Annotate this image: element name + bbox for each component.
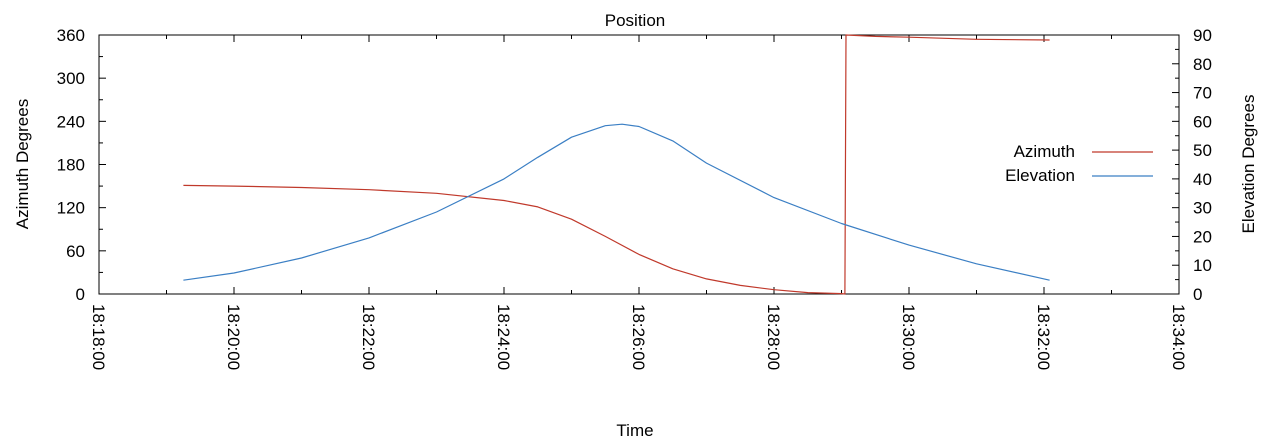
series-line-azimuth	[183, 34, 1050, 295]
y-right-tick-label: 30	[1193, 199, 1212, 218]
x-tick-label: 18:30:00	[899, 304, 918, 370]
legend: Azimuth Elevation	[1005, 142, 1153, 185]
y-right-tick-label: 80	[1193, 55, 1212, 74]
x-tick-label: 18:32:00	[1034, 304, 1053, 370]
x-tick-label: 18:20:00	[224, 304, 243, 370]
y-left-tick-label: 180	[57, 156, 85, 175]
y-right-tick-label: 20	[1193, 227, 1212, 246]
x-tick-label: 18:34:00	[1169, 304, 1188, 370]
y-left-tick-label: 360	[57, 26, 85, 45]
legend-label-elevation: Elevation	[1005, 166, 1075, 185]
y-left-tick-label: 120	[57, 199, 85, 218]
y-axis-right-label: Elevation Degrees	[1239, 95, 1258, 234]
x-tick-label: 18:28:00	[764, 304, 783, 370]
plot-frame	[98, 34, 1180, 295]
x-axis-label: Time	[616, 421, 653, 438]
y-axis-left-label: Azimuth Degrees	[13, 99, 32, 229]
y-right-tick-label: 50	[1193, 141, 1212, 160]
y-right-tick-label: 0	[1193, 285, 1202, 304]
y-right-tick-label: 90	[1193, 26, 1212, 45]
axes: 18:18:00 18:20:00 18:22:00 18:24:00 18:26:00…	[57, 26, 1212, 370]
legend-label-azimuth: Azimuth	[1014, 142, 1075, 161]
x-tick-label: 18:18:00	[89, 304, 108, 370]
y-right-tick-label: 60	[1193, 112, 1212, 131]
y-right-tick-label: 40	[1193, 170, 1212, 189]
x-tick-label: 18:24:00	[494, 304, 513, 370]
y-right-tick-label: 10	[1193, 256, 1212, 275]
x-tick-label: 18:22:00	[359, 304, 378, 370]
y-right-tick-label: 70	[1193, 84, 1212, 103]
chart-title: Position	[605, 11, 665, 30]
x-tick-label: 18:26:00	[629, 304, 648, 370]
y-left-tick-label: 60	[66, 242, 85, 261]
y-left-tick-label: 300	[57, 69, 85, 88]
series-layer	[183, 34, 1050, 295]
y-left-tick-label: 0	[76, 285, 85, 304]
series-line-elevation	[183, 123, 1050, 281]
y-left-tick-label: 240	[57, 112, 85, 131]
